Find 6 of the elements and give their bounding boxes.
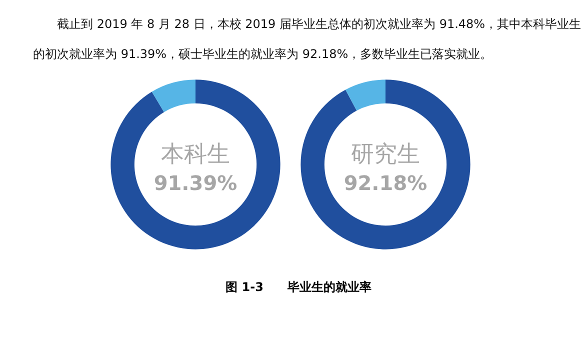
text: 研究生 xyxy=(351,141,420,168)
caption: 图 1-3 毕业生的就业率 xyxy=(224,279,372,296)
text: 截止到 2019 年 8 月 28 日，本校 2019 届毕业生总体的初次就业率为 91.48%，其中本科毕业生的初次就业率为 91.39%，硕士毕业生的就业率为 92.18%，多数毕业生已落实就业。 xyxy=(33,17,582,61)
text: 本科生 xyxy=(161,141,230,168)
data-label: 91.39% xyxy=(154,171,238,196)
data-label: 92.18% xyxy=(344,171,428,196)
